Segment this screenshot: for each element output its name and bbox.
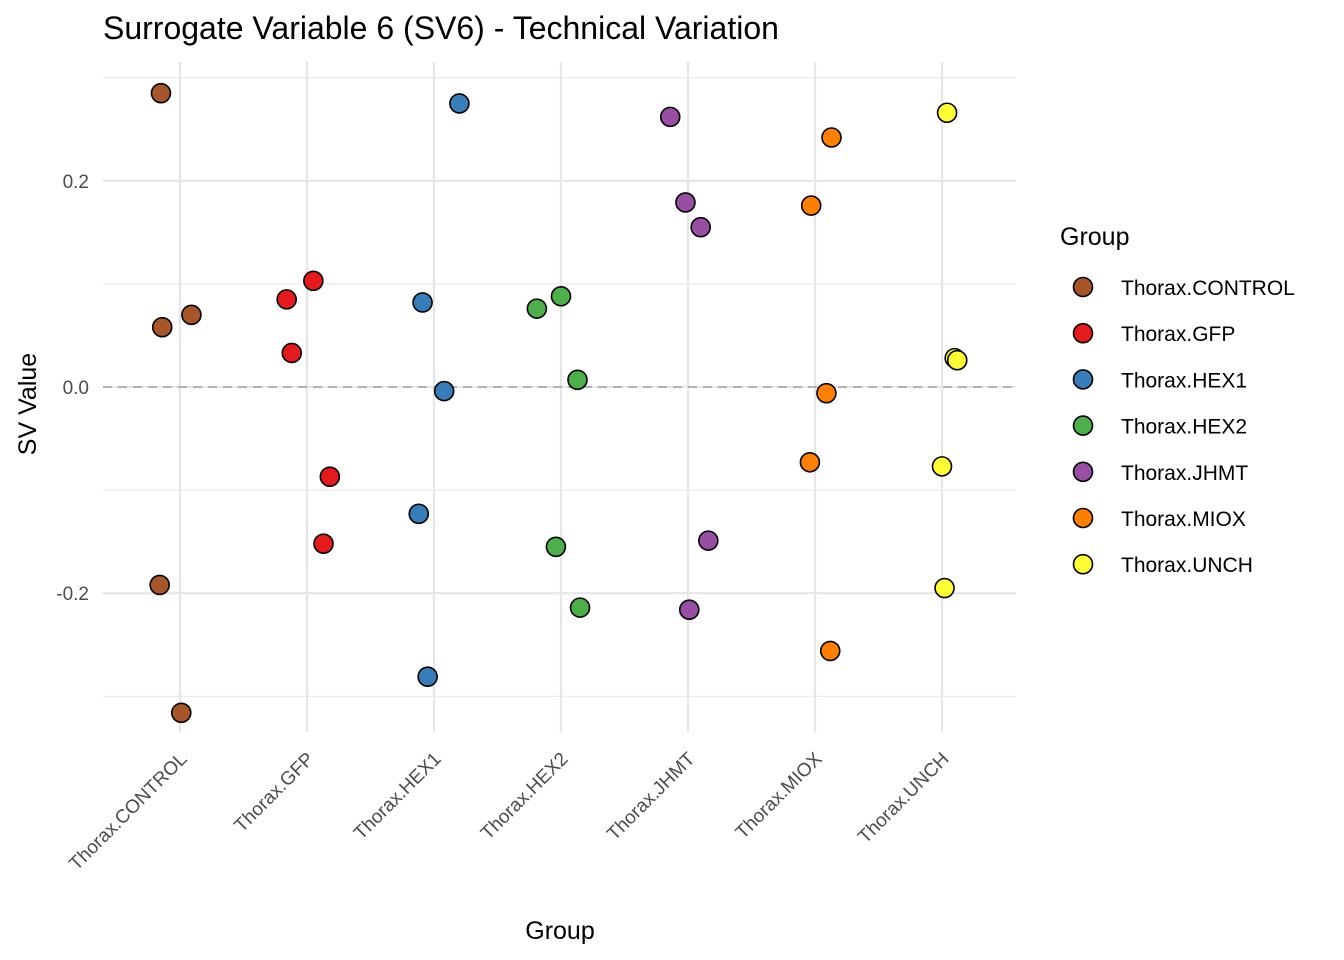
x-axis-ticks: Thorax.CONTROL Thorax.GFP Thorax.HEX1 Thora…	[65, 748, 953, 874]
data-point-thorax-hex1	[433, 380, 455, 402]
data-point-thorax-hex2	[545, 536, 567, 558]
chart-title: Surrogate Variable 6 (SV6) - Technical V…	[103, 10, 779, 46]
x-tick-label: Thorax.GFP	[231, 749, 319, 837]
x-axis-title: Group	[525, 917, 594, 945]
data-point-thorax-jhmt	[675, 192, 696, 213]
data-point-thorax-hex2	[569, 597, 591, 618]
legend-key	[1072, 322, 1094, 344]
x-tick-label: Thorax.UNCH	[854, 749, 953, 848]
legend-label: Thorax.UNCH	[1121, 554, 1253, 577]
y-tick-label: 0.0	[63, 378, 89, 399]
legend-key	[1072, 461, 1094, 483]
data-point-thorax-unch	[946, 349, 968, 371]
y-axis-title: SV Value	[14, 353, 42, 455]
legend-key	[1072, 553, 1094, 575]
data-point-thorax-miox	[821, 127, 842, 148]
legend-label: Thorax.JHMT	[1121, 462, 1248, 485]
x-tick-label: Thorax.HEX2	[477, 749, 572, 844]
data-point-thorax-miox	[799, 451, 821, 473]
data-point-thorax-gfp	[303, 270, 324, 292]
data-point-thorax-gfp	[281, 342, 303, 364]
data-point-thorax-hex1	[412, 292, 433, 313]
legend-key	[1072, 369, 1094, 390]
legend-label: Thorax.GFP	[1121, 323, 1235, 346]
data-point-thorax-unch	[931, 456, 953, 477]
data-point-thorax-unch	[934, 577, 955, 599]
data-point-thorax-miox	[819, 640, 841, 662]
data-point-thorax-hex1	[417, 666, 438, 688]
legend-key	[1072, 507, 1094, 529]
data-point-thorax-jhmt	[659, 106, 681, 128]
data-point-thorax-hex1	[408, 503, 430, 525]
data-point-thorax-control	[151, 316, 173, 338]
data-point-thorax-gfp	[276, 289, 297, 310]
data-point-thorax-control	[149, 574, 170, 596]
data-point-thorax-jhmt	[678, 599, 700, 620]
legend-key	[1072, 276, 1094, 298]
x-tick-label: Thorax.MIOX	[732, 748, 827, 843]
legend-label: Thorax.HEX1	[1121, 369, 1247, 392]
data-point-thorax-jhmt	[698, 530, 719, 551]
data-point-thorax-gfp	[313, 533, 334, 555]
data-point-thorax-control	[170, 702, 192, 724]
x-tick-label: Thorax.HEX1	[350, 749, 445, 844]
y-axis-ticks: -0.2 0.0 0.2	[56, 172, 89, 605]
legend-key	[1072, 415, 1094, 436]
data-point-thorax-unch	[936, 102, 958, 124]
y-tick-label: 0.2	[63, 172, 89, 193]
grid-lines	[103, 62, 1016, 732]
data-point-thorax-gfp	[319, 466, 341, 487]
legend-label: Thorax.HEX2	[1121, 416, 1247, 439]
legend-label: Thorax.CONTROL	[1121, 277, 1295, 300]
legend-label: Thorax.MIOX	[1121, 508, 1246, 531]
data-point-thorax-jhmt	[690, 216, 712, 238]
legend-title: Group	[1060, 223, 1129, 251]
data-point-thorax-miox	[816, 382, 837, 404]
data-point-thorax-control	[150, 82, 172, 104]
data-point-thorax-hex2	[550, 285, 572, 307]
data-point-thorax-hex2	[526, 298, 548, 319]
x-tick-label: Thorax.CONTROL	[65, 749, 191, 875]
data-points	[149, 82, 968, 724]
legend: Group Thorax.CONTROL Thorax.GFP Thorax.HEX…	[1060, 223, 1295, 577]
data-point-thorax-miox	[800, 195, 822, 216]
data-point-thorax-hex1	[449, 93, 470, 114]
data-point-thorax-control	[181, 304, 202, 326]
y-tick-label: -0.2	[56, 584, 89, 605]
x-tick-label: Thorax.JHMT	[603, 748, 699, 844]
data-point-thorax-hex2	[567, 369, 588, 391]
